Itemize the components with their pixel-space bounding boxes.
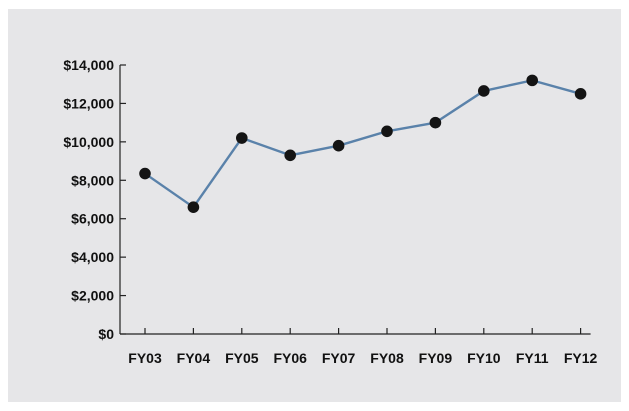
y-tick-label: $2,000 — [71, 288, 114, 304]
y-tick-label: $6,000 — [71, 211, 114, 227]
y-axis: $0 $2,000 $4,000 $6,000 $8,000 $10,000 $12,000… — [63, 57, 126, 342]
data-point — [284, 149, 297, 162]
y-tick-label: $14,000 — [63, 57, 114, 73]
x-tick-label: FY07 — [322, 350, 356, 366]
x-axis: FY03 FY04 FY05 FY06 FY07 FY08 FY09 FY10 FY11 FY12 — [120, 328, 598, 366]
x-tick-label: FY04 — [177, 350, 211, 366]
data-point — [429, 116, 442, 129]
y-tick-label: $4,000 — [71, 249, 114, 265]
x-tick-label: FY08 — [370, 350, 404, 366]
y-tick-label: $0 — [98, 326, 114, 342]
data-point — [526, 74, 538, 87]
chart-background — [8, 9, 621, 402]
x-tick-label: FY05 — [225, 350, 259, 366]
data-point — [332, 139, 345, 152]
x-tick-label: FY10 — [467, 350, 501, 366]
series-line — [144, 79, 581, 209]
data-point — [236, 132, 248, 144]
data-point — [187, 201, 200, 213]
x-tick-label: FY11 — [516, 350, 549, 366]
x-tick-label: FY09 — [419, 350, 453, 366]
y-tick-label: $10,000 — [63, 134, 114, 150]
x-tick-label: FY12 — [564, 350, 598, 366]
data-series — [139, 74, 587, 213]
data-point — [381, 125, 393, 138]
x-tick-label: FY06 — [273, 350, 307, 366]
y-tick-label: $8,000 — [71, 172, 114, 188]
data-point — [139, 167, 151, 180]
data-point — [574, 88, 587, 100]
x-tick-label: FY03 — [128, 350, 162, 366]
y-tick-label: $12,000 — [63, 95, 114, 111]
data-point — [478, 85, 490, 97]
